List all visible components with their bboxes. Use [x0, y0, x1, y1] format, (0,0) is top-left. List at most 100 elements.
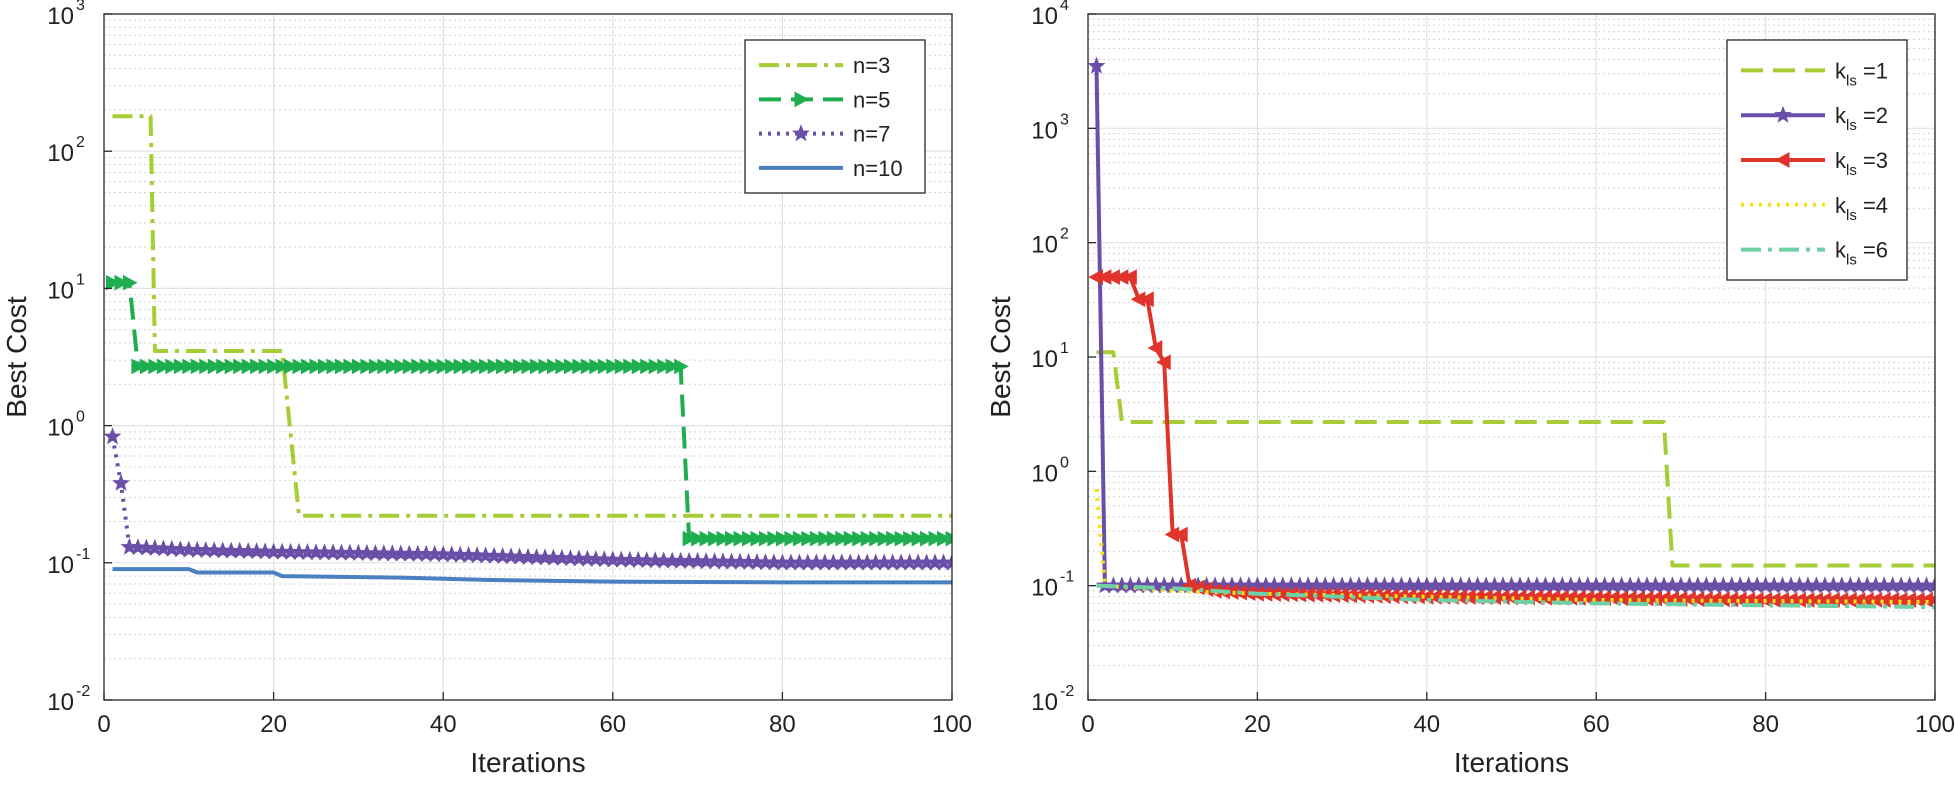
data-point — [190, 358, 206, 375]
y-tick-label-base: 10 — [1031, 575, 1058, 602]
legend-label-3: n=10 — [853, 156, 903, 181]
x-axis-label: Iterations — [1454, 747, 1569, 778]
data-point — [623, 358, 638, 375]
data-point — [572, 358, 587, 375]
y-tick-label-exponent: 3 — [76, 0, 85, 14]
legend-marker-2 — [792, 124, 810, 142]
legend: n=3 n=5 n=7 n=10 — [744, 39, 926, 194]
series-markers-2 — [104, 427, 952, 571]
y-tick-label-base: 10 — [1031, 460, 1058, 487]
data-point — [513, 358, 528, 375]
data-point — [233, 358, 248, 375]
data-point — [284, 358, 299, 375]
data-point — [708, 530, 723, 547]
legend-label-suffix: =6 — [1857, 238, 1888, 263]
data-point — [928, 530, 944, 547]
data-point — [445, 358, 460, 375]
data-point — [809, 530, 825, 547]
data-point — [411, 358, 426, 375]
data-point — [148, 358, 163, 375]
legend-label-0: n=3 — [853, 53, 890, 78]
data-point — [105, 274, 121, 291]
y-tick-label-exponent: 2 — [76, 134, 85, 151]
data-point — [725, 530, 740, 547]
data-point — [258, 358, 274, 375]
y-tick-label-exponent: 1 — [76, 271, 85, 288]
data-point — [716, 530, 732, 547]
data-point — [1926, 576, 1935, 594]
legend-marker-1 — [794, 91, 810, 108]
y-tick-label-base: 10 — [47, 689, 74, 716]
data-point — [504, 358, 520, 375]
y-tick-label-exponent: 0 — [1060, 454, 1069, 471]
data-point — [377, 358, 392, 375]
y-tick-label-exponent: -1 — [1060, 569, 1074, 586]
series-line-0 — [1096, 350, 1935, 568]
data-point — [614, 358, 630, 375]
y-tick-label-exponent: 0 — [76, 409, 85, 426]
x-tick-label: 60 — [599, 711, 626, 738]
y-tick-label-base: 10 — [47, 140, 74, 167]
data-point — [877, 530, 893, 547]
data-point — [317, 358, 333, 375]
data-point — [114, 274, 130, 291]
y-tick-label-exponent: -1 — [76, 546, 90, 563]
series-group — [104, 114, 952, 585]
x-tick-label: 40 — [1413, 711, 1440, 738]
data-point — [1139, 291, 1154, 308]
y-axis-label: Best Cost — [1, 296, 32, 418]
data-point — [1147, 340, 1163, 356]
data-point — [479, 358, 494, 375]
data-point — [903, 530, 918, 547]
data-point — [894, 530, 910, 547]
legend-label-suffix: =1 — [1857, 58, 1888, 83]
data-point — [453, 358, 469, 375]
series-line-4 — [1096, 583, 1935, 610]
x-tick-label: 40 — [430, 711, 457, 738]
data-point — [267, 358, 282, 375]
y-tick-label-base: 10 — [1031, 3, 1058, 30]
data-point — [309, 358, 325, 375]
y-tick-label-exponent: -2 — [1060, 683, 1074, 700]
legend-label-suffix: =3 — [1857, 148, 1888, 173]
data-point — [691, 530, 706, 547]
data-point — [640, 358, 655, 375]
data-point — [945, 530, 952, 547]
x-axis-label: Iterations — [470, 747, 585, 778]
data-point — [462, 358, 477, 375]
data-point — [682, 530, 698, 547]
data-point — [852, 530, 867, 547]
x-tick-label: 0 — [1081, 711, 1094, 738]
data-point — [801, 530, 816, 547]
data-point — [216, 358, 231, 375]
legend-label-subscript: ls — [1846, 207, 1857, 224]
axes-frame — [103, 13, 953, 701]
legend-label-subscript: ls — [1846, 72, 1857, 89]
y-tick-label-base: 10 — [1031, 689, 1058, 716]
x-tick-label: 80 — [769, 711, 796, 738]
data-point — [165, 358, 180, 375]
y-tick-label-exponent: 4 — [1060, 0, 1069, 14]
data-point — [139, 358, 155, 375]
data-point — [360, 358, 375, 375]
x-tick-label: 20 — [260, 711, 287, 738]
x-tick-label: 100 — [932, 711, 972, 738]
data-point — [563, 358, 579, 375]
data-point — [496, 358, 511, 375]
data-point — [886, 530, 901, 547]
data-point — [173, 358, 189, 375]
data-point — [275, 358, 291, 375]
data-point — [555, 358, 570, 375]
data-point — [470, 358, 486, 375]
data-point — [920, 530, 935, 547]
data-point — [368, 358, 384, 375]
data-point — [546, 358, 562, 375]
y-tick-label-exponent: 3 — [1060, 111, 1069, 128]
data-point — [648, 358, 664, 375]
legend-label-suffix: =2 — [1857, 103, 1888, 128]
